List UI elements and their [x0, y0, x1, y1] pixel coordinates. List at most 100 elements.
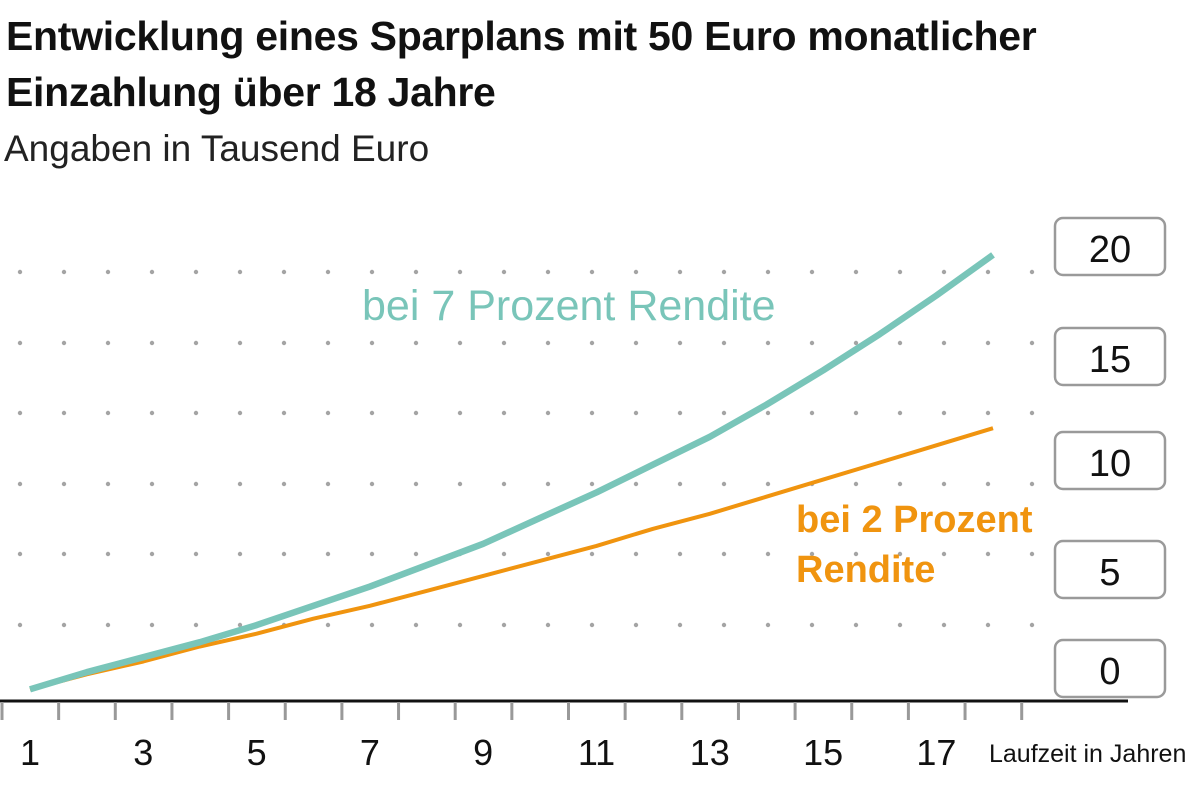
grid-dot: [853, 551, 859, 557]
grid-dot: [677, 269, 683, 275]
grid-dot: [237, 622, 243, 628]
grid-dot: [149, 481, 155, 487]
grid-dot: [765, 622, 771, 628]
grid-dot: [61, 622, 67, 628]
grid-dot: [721, 481, 727, 487]
grid-dot: [809, 410, 815, 416]
grid-dot: [809, 551, 815, 557]
grid-dot: [457, 410, 463, 416]
y-tick-label: 5: [1099, 552, 1120, 594]
grid-dot: [17, 551, 23, 557]
grid-dot: [369, 481, 375, 487]
series-lines: [29, 252, 995, 693]
grid-dot: [765, 269, 771, 275]
grid-dot: [677, 551, 683, 557]
grid-dot: [105, 551, 111, 557]
x-tick-label: 13: [690, 732, 730, 773]
grid-dot: [633, 340, 639, 346]
grid-dot: [721, 410, 727, 416]
grid-dot: [61, 481, 67, 487]
series-label-2-percent-line2: Rendite: [796, 549, 935, 591]
grid-dot: [281, 340, 287, 346]
grid-dot: [1029, 269, 1035, 275]
grid-dot: [985, 340, 991, 346]
x-tick-label: 15: [803, 732, 843, 773]
grid-dot: [369, 340, 375, 346]
grid-dot: [985, 269, 991, 275]
grid-dot: [17, 410, 23, 416]
line-7-percent: [29, 252, 995, 693]
grid-dot: [545, 481, 551, 487]
grid-dot: [149, 622, 155, 628]
grid-dot: [765, 340, 771, 346]
y-tick-box: [1053, 326, 1167, 387]
grid-dot: [193, 622, 199, 628]
grid-dot: [589, 481, 595, 487]
y-tick-label: 15: [1089, 339, 1131, 381]
grid-dot: [149, 269, 155, 275]
grid-dot: [677, 340, 683, 346]
grid-dot: [325, 269, 331, 275]
grid-dot: [61, 410, 67, 416]
grid-dot: [589, 410, 595, 416]
grid-dot: [149, 551, 155, 557]
x-tick-label: 3: [133, 732, 153, 773]
grid-dot: [765, 410, 771, 416]
grid-dot: [897, 340, 903, 346]
grid-dot: [853, 481, 859, 487]
grid-dot: [721, 340, 727, 346]
grid-dot: [149, 410, 155, 416]
grid-dot: [985, 622, 991, 628]
grid-dot: [193, 481, 199, 487]
grid-dot: [105, 340, 111, 346]
grid-dot: [193, 269, 199, 275]
grid-dot: [985, 481, 991, 487]
grid-dot: [325, 622, 331, 628]
grid-dot: [633, 481, 639, 487]
grid-dot: [457, 340, 463, 346]
grid-dot: [853, 410, 859, 416]
y-axis: 0 5 10 15 20: [1053, 216, 1167, 699]
grid-dot: [457, 481, 463, 487]
grid-dot: [765, 551, 771, 557]
x-tick-label: 11: [578, 732, 615, 773]
grid-dot: [897, 269, 903, 275]
grid-dot: [941, 551, 947, 557]
y-tick-label: 10: [1089, 443, 1131, 485]
grid-dot: [61, 340, 67, 346]
grid-dot: [237, 481, 243, 487]
grid-dot: [941, 481, 947, 487]
grid-dot: [1029, 340, 1035, 346]
line-2-percent: [29, 426, 994, 692]
grid-dot: [633, 269, 639, 275]
grid-dot: [237, 269, 243, 275]
y-tick-label: 20: [1089, 229, 1131, 271]
grid-dot: [985, 410, 991, 416]
grid-dot: [501, 269, 507, 275]
grid-dot: [369, 269, 375, 275]
grid-dot: [897, 410, 903, 416]
x-axis: 1 3 5 7 9 11 13 15 17: [0, 699, 1128, 773]
grid-dot: [413, 481, 419, 487]
grid-dot: [589, 269, 595, 275]
chart-title: Entwicklung eines Sparplans mit 50 Euro …: [6, 13, 1037, 115]
grid-dot: [1029, 622, 1035, 628]
grid-dot: [501, 481, 507, 487]
chart-subtitle: Angaben in Tausend Euro: [4, 128, 430, 169]
grid-dot: [457, 269, 463, 275]
grid-dot: [457, 622, 463, 628]
x-tick-label: 17: [916, 732, 956, 773]
grid-dot: [17, 269, 23, 275]
grid-dot: [413, 551, 419, 557]
grid-dot: [149, 340, 155, 346]
grid-dot: [809, 622, 815, 628]
grid-dot: [193, 551, 199, 557]
grid-dot: [237, 551, 243, 557]
grid-dot: [633, 551, 639, 557]
grid-dot: [61, 269, 67, 275]
grid-dot: [589, 622, 595, 628]
grid-dot: [941, 269, 947, 275]
x-tick-label: 5: [247, 732, 267, 773]
y-tick-box: [1053, 539, 1167, 600]
grid-dot: [1029, 551, 1035, 557]
